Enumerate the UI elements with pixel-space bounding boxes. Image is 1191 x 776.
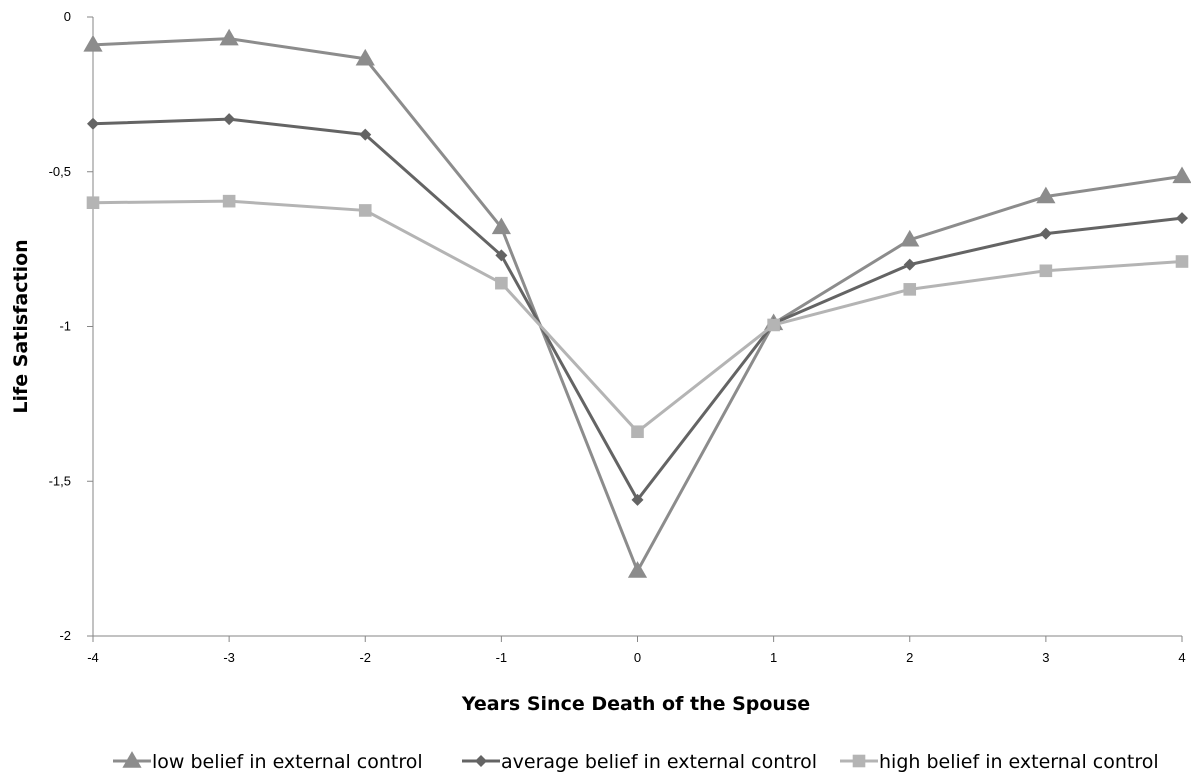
triangle-marker <box>900 229 920 247</box>
series-diamond <box>87 113 1188 506</box>
y-axis-title: Life Satisfaction <box>10 239 32 413</box>
diamond-marker <box>359 128 372 141</box>
triangle-marker <box>627 561 648 578</box>
diamond-marker <box>87 117 99 130</box>
square-marker <box>222 194 236 208</box>
series-line <box>92 37 1183 573</box>
square-marker <box>852 754 866 768</box>
y-tick-label: -0,5 <box>49 164 71 179</box>
triangle-marker <box>1036 186 1056 204</box>
diamond-marker <box>903 258 916 271</box>
square-marker <box>495 276 508 290</box>
diamond-marker <box>475 755 487 767</box>
square-marker <box>1039 264 1053 278</box>
x-axis-title: Years Since Death of the Spouse <box>461 693 810 715</box>
legend-label: high belief in external control <box>879 751 1159 773</box>
square-marker <box>86 196 100 209</box>
series-line <box>92 199 1183 434</box>
triangle-marker <box>491 217 511 235</box>
diamond-marker <box>631 493 644 506</box>
legend-item: average belief in external control <box>462 751 817 773</box>
y-axis-ticks: 0 -0,5 -1 -1,5 -2 <box>49 9 93 643</box>
x-tick-label: -2 <box>359 650 371 665</box>
triangle-marker <box>1172 166 1191 184</box>
y-tick-label: -1 <box>59 319 71 334</box>
x-tick-label: 3 <box>1042 650 1049 665</box>
x-tick-label: 1 <box>770 650 777 665</box>
x-tick-label: -3 <box>223 650 235 665</box>
diamond-marker <box>223 113 236 126</box>
diamond-marker <box>1039 227 1052 240</box>
legend-label: average belief in external control <box>501 751 817 773</box>
axes <box>92 17 1182 637</box>
y-tick-label: -1,5 <box>49 473 71 488</box>
series-line <box>92 117 1183 502</box>
series-square <box>86 194 1189 439</box>
y-tick-label: 0 <box>64 9 71 24</box>
x-tick-label: 0 <box>634 650 641 665</box>
series-layer <box>83 28 1191 578</box>
square-marker <box>767 318 780 332</box>
triangle-marker <box>122 751 142 768</box>
square-marker <box>631 425 644 439</box>
x-tick-label: 2 <box>906 650 913 665</box>
x-axis-ticks: -4 -3 -2 -1 0 1 2 3 4 <box>87 636 1186 665</box>
x-tick-label: -1 <box>496 650 508 665</box>
legend: low belief in external control average be… <box>113 751 1159 773</box>
legend-label: low belief in external control <box>152 751 423 773</box>
triangle-marker <box>219 28 239 46</box>
legend-item: high belief in external control <box>840 751 1159 773</box>
square-marker <box>903 283 917 296</box>
square-marker <box>1175 255 1189 268</box>
legend-item: low belief in external control <box>113 751 423 773</box>
x-tick-label: -4 <box>87 650 99 665</box>
x-tick-label: 4 <box>1178 650 1185 665</box>
square-marker <box>358 204 372 217</box>
y-tick-label: -2 <box>59 628 71 643</box>
diamond-marker <box>495 249 508 262</box>
triangle-marker <box>83 34 103 52</box>
triangle-marker <box>355 48 375 66</box>
diamond-marker <box>1176 212 1188 225</box>
